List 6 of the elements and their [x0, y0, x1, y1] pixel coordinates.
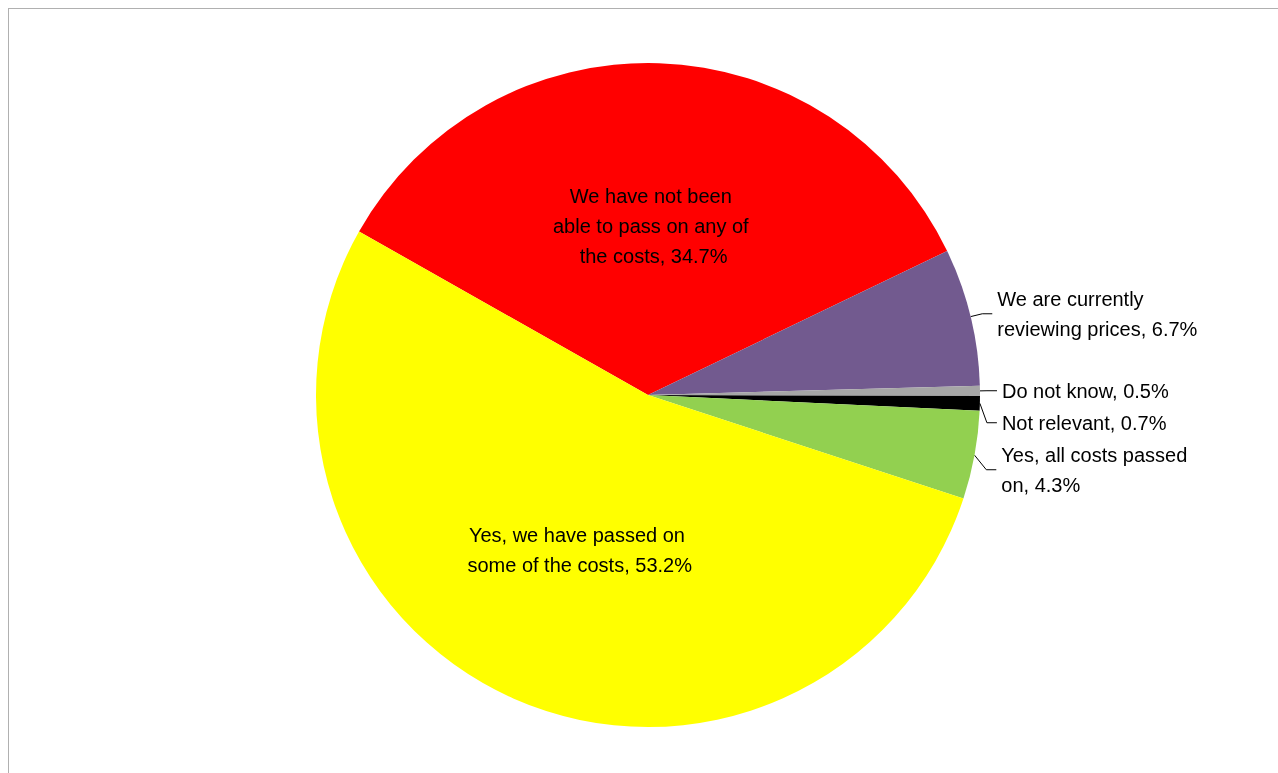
slice-label: Not relevant, 0.7% [1001, 411, 1167, 434]
slice-label: We are currently reviewing prices, 6.7% [997, 287, 1198, 340]
slice-label: Do not know, 0.5% [1001, 379, 1169, 402]
slice-label: We have not been able to pass on any of the costs, 34.7% [552, 185, 755, 268]
slice-label: Yes, we have passed on some of the costs, 53.2% [467, 523, 693, 576]
slice-label: Yes, all costs passed on, 4.3% [1001, 443, 1193, 496]
